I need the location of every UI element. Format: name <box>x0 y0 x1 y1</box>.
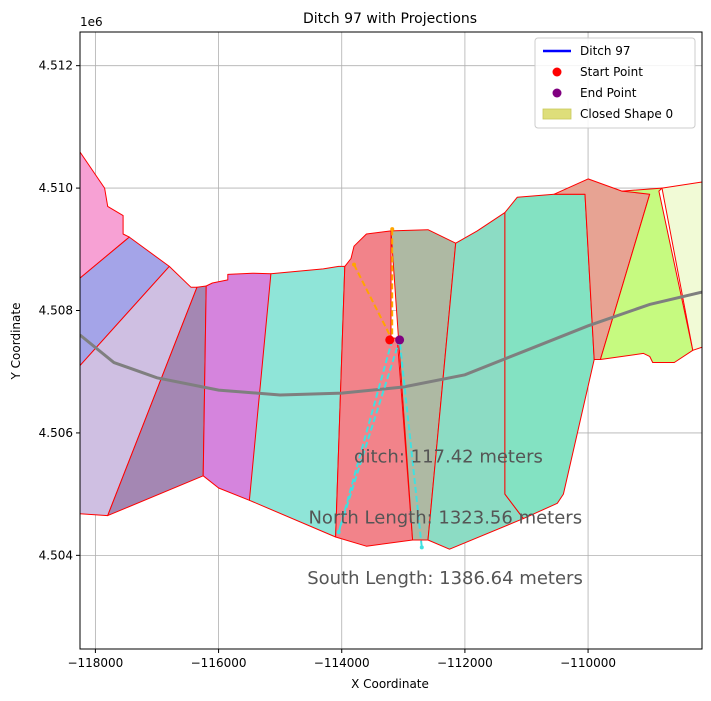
shape-polygon-9 <box>504 193 595 520</box>
x-tick-label: −110000 <box>560 656 616 670</box>
annotation-layer: ditch: 117.42 meters North Length: 1323.5… <box>307 446 583 589</box>
chart-title: Ditch 97 with Projections <box>303 11 477 27</box>
y-tick-label: 4.506 <box>39 426 73 440</box>
legend-swatch-dot <box>552 88 562 98</box>
legend-label: Closed Shape 0 <box>580 107 673 121</box>
y-tick-label: 4.508 <box>39 304 73 318</box>
y-tick-label: 4.512 <box>39 59 73 73</box>
projection-south-endpoint <box>336 530 341 535</box>
x-tick-label: −112000 <box>437 656 493 670</box>
y-axis-title: Y Coordinate <box>9 303 23 381</box>
shape-polygon-11 <box>599 187 694 363</box>
legend-box <box>534 37 696 129</box>
projection-south-line <box>337 339 423 548</box>
y-offset-label: 1e6 <box>80 15 103 29</box>
y-tick-label: 4.510 <box>39 181 73 195</box>
line-layer <box>80 227 702 550</box>
projection-north-endpoint <box>390 227 395 232</box>
centerline <box>80 290 702 397</box>
legend-swatch-patch <box>542 108 572 120</box>
legend-swatch-dot <box>552 67 562 77</box>
legend: Ditch 97 Start Point End Point Closed Shape… <box>534 37 696 129</box>
annotation-0: ditch: 117.42 meters <box>354 446 543 467</box>
annotation-1: North Length: 1323.56 meters <box>308 508 582 529</box>
plot-frame <box>79 31 703 650</box>
x-tick-label: −118000 <box>67 656 123 670</box>
projection-north-endpoint <box>352 262 357 267</box>
legend-label: Start Point <box>580 65 643 79</box>
x-tick-label: −114000 <box>314 656 370 670</box>
x-tick-label: −116000 <box>191 656 247 670</box>
start-point <box>385 335 395 345</box>
annotation-2: South Length: 1386.64 meters <box>307 568 583 589</box>
axis-ticks: −118000 −116000 −114000 −112000 −110000 4.504… <box>39 59 616 670</box>
legend-label: Ditch 97 <box>580 44 631 58</box>
end-point <box>395 335 405 345</box>
x-axis-title: X Coordinate <box>351 677 429 691</box>
projection-south-endpoint <box>419 545 424 550</box>
legend-label: End Point <box>580 86 637 100</box>
y-tick-label: 4.504 <box>39 548 73 562</box>
polygon-layer <box>80 151 702 550</box>
